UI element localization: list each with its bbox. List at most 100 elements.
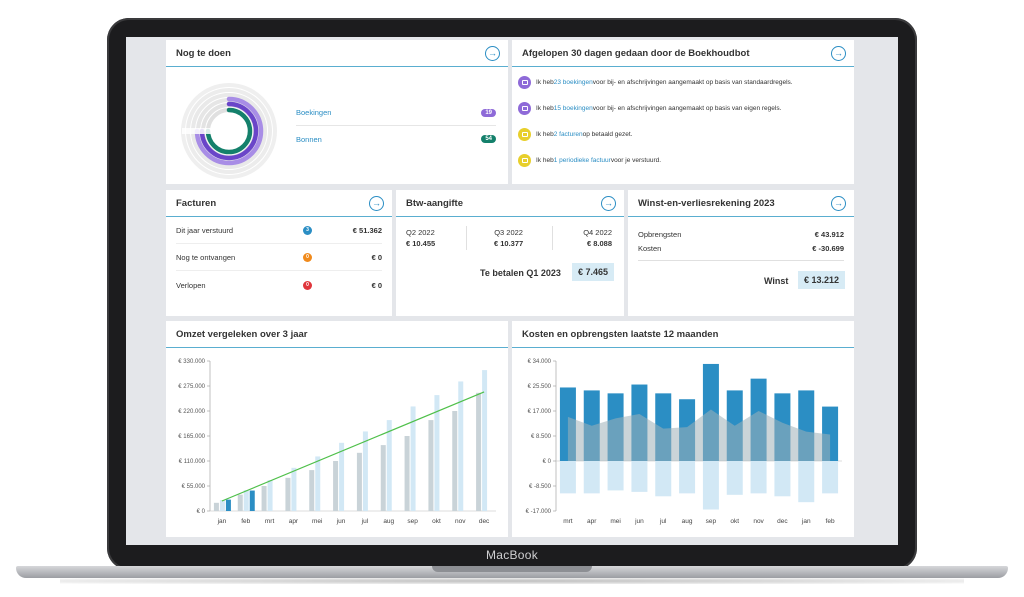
bot-text-post: voor je verstuurd. xyxy=(610,156,662,164)
y-tick-label: € 220.000 xyxy=(178,409,205,415)
todo-arrow-icon[interactable]: → xyxy=(485,45,500,61)
bar xyxy=(219,500,225,511)
x-tick-label: mrt xyxy=(265,518,275,525)
btw-pay-label: Te betalen Q1 2023 xyxy=(480,268,561,278)
facturen-row[interactable]: Dit jaar verstuurd 3 € 51.362 xyxy=(176,218,382,244)
bar xyxy=(237,494,243,511)
todo-item-bonnen[interactable]: Bonnen 54 xyxy=(296,126,496,152)
dashboard-screen: Nog te doen → Boekingen 19 Bonnen 54 xyxy=(126,37,898,545)
facturen-card: Facturen → Dit jaar verstuurd 3 € 51.362… xyxy=(166,190,392,316)
bar xyxy=(655,461,672,497)
todo-title: Nog te doen xyxy=(176,47,231,59)
facturen-arrow-icon[interactable]: → xyxy=(369,195,384,211)
btw-divider xyxy=(466,226,467,250)
x-tick-label: feb xyxy=(241,518,250,525)
wv-winst-label: Winst xyxy=(764,276,789,286)
bot-text-post: voor bij- en afschrijvingen aangemaakt o… xyxy=(592,104,782,112)
x-tick-label: nov xyxy=(753,518,764,525)
x-tick-label: jun xyxy=(634,518,644,525)
bar xyxy=(249,490,255,511)
todo-count-badge: 54 xyxy=(481,135,496,143)
bot-card: Afgelopen 30 dagen gedaan door de Boekho… xyxy=(512,40,854,184)
bot-link[interactable]: 15 boekingen xyxy=(553,104,593,112)
x-tick-label: feb xyxy=(826,518,835,525)
x-tick-label: jun xyxy=(336,518,346,525)
area-series xyxy=(567,409,831,461)
facturen-count-badge: 0 xyxy=(303,280,312,290)
x-tick-label: mei xyxy=(312,518,322,525)
bar xyxy=(225,499,231,511)
facturen-row-label: Nog te ontvangen xyxy=(176,253,236,262)
bot-activity-row: Ik heb 23 boekingen voor bij- en afschri… xyxy=(518,71,793,93)
y-tick-label: € 275.000 xyxy=(178,384,205,390)
omzet-card: Omzet vergeleken over 3 jaar € 330.000 € … xyxy=(166,321,508,537)
btw-quarter: Q2 2022 € 10.455 xyxy=(406,228,435,248)
bar xyxy=(798,461,815,503)
wv-title: Winst-en-verliesrekening 2023 xyxy=(638,197,775,209)
bot-text-pre: Ik heb xyxy=(536,156,554,164)
y-tick-label: € 25.500 xyxy=(528,384,552,390)
bar xyxy=(339,442,345,511)
kosten-title: Kosten en opbrengsten laatste 12 maanden xyxy=(522,328,719,340)
bar xyxy=(458,381,464,511)
facturen-title: Facturen xyxy=(176,197,217,209)
x-tick-label: jan xyxy=(801,518,811,525)
y-tick-label: € 34.000 xyxy=(528,359,552,365)
bot-link[interactable]: 23 boekingen xyxy=(553,78,593,86)
bar xyxy=(386,420,392,511)
bot-link[interactable]: 1 periodieke factuur xyxy=(553,156,611,164)
x-tick-label: nov xyxy=(455,518,466,525)
x-tick-label: dec xyxy=(777,518,788,525)
btw-quarter: Q3 2022 € 10.377 xyxy=(494,228,523,248)
bar xyxy=(356,452,362,511)
x-tick-label: dec xyxy=(479,518,490,525)
x-tick-label: sep xyxy=(706,518,717,525)
document-icon xyxy=(518,75,531,89)
kosten-chart: € 34.000 € 25.500 € 17.000 € 8.500 € 0 € -8.5… xyxy=(526,359,842,525)
bot-arrow-icon[interactable]: → xyxy=(831,45,846,61)
btw-title: Btw-aangifte xyxy=(406,197,463,209)
bar xyxy=(333,461,339,511)
x-tick-label: mei xyxy=(610,518,620,525)
btw-quarter-label: Q4 2022 xyxy=(583,228,612,237)
wv-amount: € 43.912 xyxy=(814,230,844,239)
bar xyxy=(267,480,273,511)
wv-label: Kosten xyxy=(638,244,662,253)
wv-arrow-icon[interactable]: → xyxy=(831,195,846,211)
btw-quarter-label: Q2 2022 xyxy=(406,228,435,237)
wv-amount: € -30.699 xyxy=(812,244,844,253)
btw-arrow-icon[interactable]: → xyxy=(601,195,616,211)
y-tick-label: € 330.000 xyxy=(178,359,205,365)
bot-activity-row: Ik heb 2 facturen op betaald gezet. xyxy=(518,123,633,145)
todo-donut xyxy=(181,83,277,179)
document-icon xyxy=(518,101,531,115)
wv-card: Winst-en-verliesrekening 2023 → Opbrengs… xyxy=(628,190,854,316)
todo-item-label[interactable]: Boekingen xyxy=(296,108,332,117)
bar xyxy=(607,461,624,491)
omzet-title: Omzet vergeleken over 3 jaar xyxy=(176,328,308,340)
x-tick-label: aug xyxy=(383,518,394,525)
facturen-row[interactable]: Nog te ontvangen 0 € 0 xyxy=(176,245,382,271)
omzet-chart: € 330.000 € 275.000 € 220.000 € 165.000 € 11… xyxy=(178,359,496,525)
trend-line xyxy=(221,391,485,502)
facturen-row-label: Verlopen xyxy=(176,280,206,290)
todo-item-boekingen[interactable]: Boekingen 19 xyxy=(296,100,496,126)
bot-text-post: op betaald gezet. xyxy=(582,130,633,138)
todo-item-label[interactable]: Bonnen xyxy=(296,134,322,144)
bar xyxy=(679,461,696,494)
bot-link[interactable]: 2 facturen xyxy=(553,130,583,138)
btw-quarter: Q4 2022 € 8.088 xyxy=(583,228,612,248)
wv-winst-amount: € 13.212 xyxy=(798,271,846,289)
y-tick-label: € 110.000 xyxy=(179,459,206,465)
bar xyxy=(726,461,743,495)
bar xyxy=(380,445,386,511)
facturen-row[interactable]: Verlopen 0 € 0 xyxy=(176,272,382,298)
bar xyxy=(428,420,434,511)
btw-divider xyxy=(552,226,553,250)
y-tick-label: € 165.000 xyxy=(178,434,205,440)
todo-count-badge: 19 xyxy=(481,108,496,117)
bot-text-pre: Ik heb xyxy=(536,130,554,138)
bar xyxy=(291,467,297,511)
x-tick-label: aug xyxy=(682,518,693,525)
facturen-row-label: Dit jaar verstuurd xyxy=(176,226,234,235)
